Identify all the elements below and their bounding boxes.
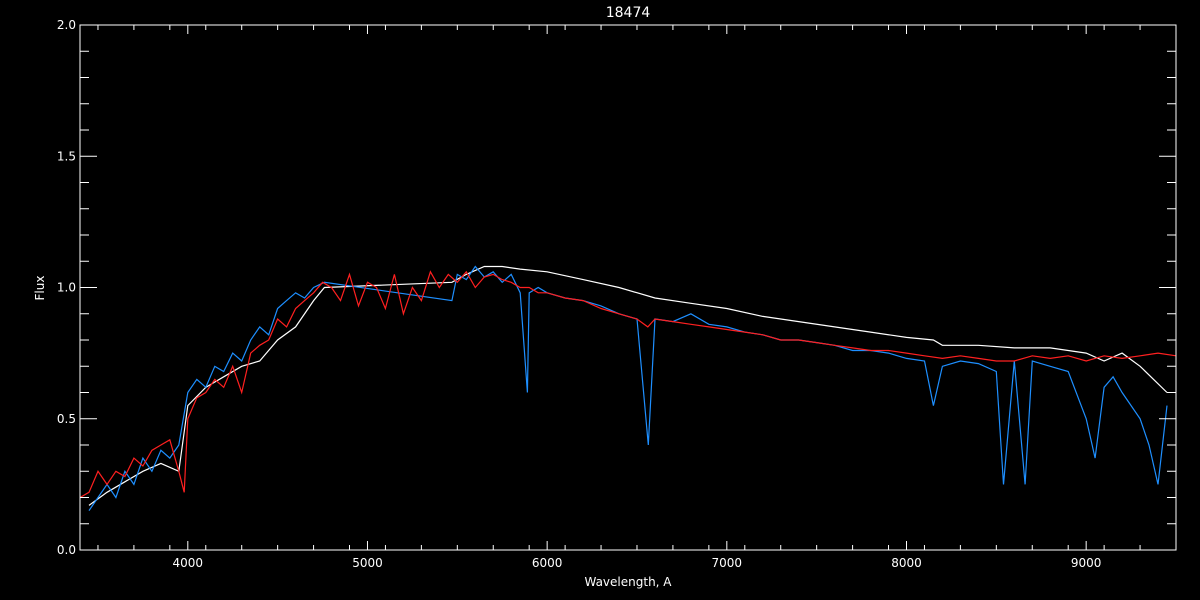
series-0-line xyxy=(88,265,1168,506)
x-tick-label: 7000 xyxy=(712,556,743,570)
x-axis-label: Wavelength, A xyxy=(584,575,672,589)
x-tick-label: 4000 xyxy=(173,556,204,570)
x-tick-label: 5000 xyxy=(352,556,383,570)
y-tick-label: 0.0 xyxy=(57,543,76,557)
y-tick-label: 1.5 xyxy=(57,149,76,163)
y-tick-label: 1.0 xyxy=(57,281,76,295)
x-tick-label: 6000 xyxy=(532,556,563,570)
series-2-line xyxy=(79,270,1177,499)
x-tick-label: 8000 xyxy=(891,556,922,570)
y-tick-label: 0.5 xyxy=(57,412,76,426)
y-tick-label: 2.0 xyxy=(57,18,76,32)
y-axis: 0.0 0.5 1.0 1.5 2.0 xyxy=(57,18,1176,557)
chart-title: 18474 xyxy=(606,5,651,21)
x-tick-label: 9000 xyxy=(1071,556,1102,570)
y-axis-label: Flux xyxy=(33,276,47,301)
series-layer xyxy=(79,265,1177,511)
x-axis: 4000 5000 6000 7000 8000 9000 xyxy=(97,25,1177,570)
